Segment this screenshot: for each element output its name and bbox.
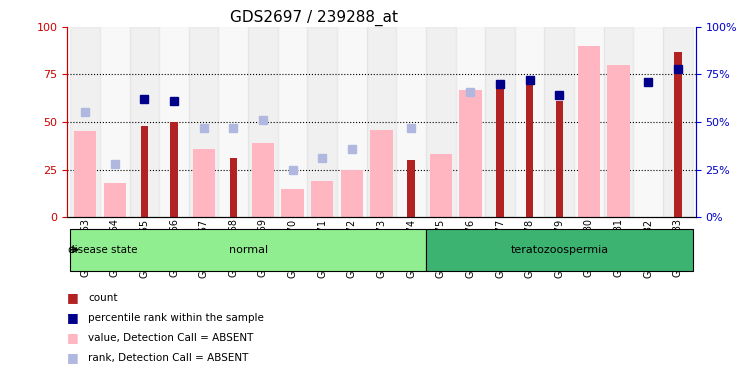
- Bar: [456, 27, 485, 217]
- Text: percentile rank within the sample: percentile rank within the sample: [88, 313, 264, 323]
- Bar: [311, 181, 334, 217]
- Bar: [574, 27, 604, 217]
- Text: ■: ■: [67, 351, 79, 364]
- Bar: [104, 183, 126, 217]
- Bar: [252, 143, 274, 217]
- Bar: [674, 51, 681, 217]
- Bar: [426, 27, 456, 217]
- Text: count: count: [88, 293, 117, 303]
- Bar: [607, 65, 630, 217]
- Bar: [141, 126, 148, 217]
- Bar: [577, 46, 600, 217]
- Bar: [74, 131, 96, 217]
- Bar: [281, 189, 304, 217]
- Bar: [634, 27, 663, 217]
- Bar: [159, 27, 188, 217]
- Text: ■: ■: [67, 291, 79, 304]
- Bar: [408, 160, 415, 217]
- Bar: [188, 27, 218, 217]
- Bar: [429, 154, 452, 217]
- Bar: [70, 229, 426, 271]
- Bar: [426, 229, 693, 271]
- Bar: [497, 86, 503, 217]
- Bar: [230, 158, 237, 217]
- Text: disease state: disease state: [68, 245, 138, 255]
- Bar: [307, 27, 337, 217]
- Bar: [515, 27, 545, 217]
- Bar: [370, 129, 393, 217]
- Bar: [341, 169, 363, 217]
- Bar: [129, 27, 159, 217]
- Bar: [396, 27, 426, 217]
- Bar: [604, 27, 634, 217]
- Bar: [171, 122, 178, 217]
- Bar: [278, 27, 307, 217]
- Bar: [218, 27, 248, 217]
- Bar: [248, 27, 278, 217]
- Text: normal: normal: [229, 245, 268, 255]
- Text: ■: ■: [67, 311, 79, 324]
- Bar: [663, 27, 693, 217]
- Bar: [545, 27, 574, 217]
- Bar: [367, 27, 396, 217]
- Bar: [485, 27, 515, 217]
- Text: value, Detection Call = ABSENT: value, Detection Call = ABSENT: [88, 333, 254, 343]
- Text: rank, Detection Call = ABSENT: rank, Detection Call = ABSENT: [88, 353, 248, 362]
- Bar: [526, 82, 533, 217]
- Text: GDS2697 / 239288_at: GDS2697 / 239288_at: [230, 10, 398, 26]
- Bar: [556, 101, 563, 217]
- Bar: [70, 27, 100, 217]
- Text: ■: ■: [67, 331, 79, 344]
- Bar: [459, 89, 482, 217]
- Bar: [100, 27, 129, 217]
- Text: teratozoospermia: teratozoospermia: [510, 245, 608, 255]
- Bar: [192, 149, 215, 217]
- Bar: [337, 27, 367, 217]
